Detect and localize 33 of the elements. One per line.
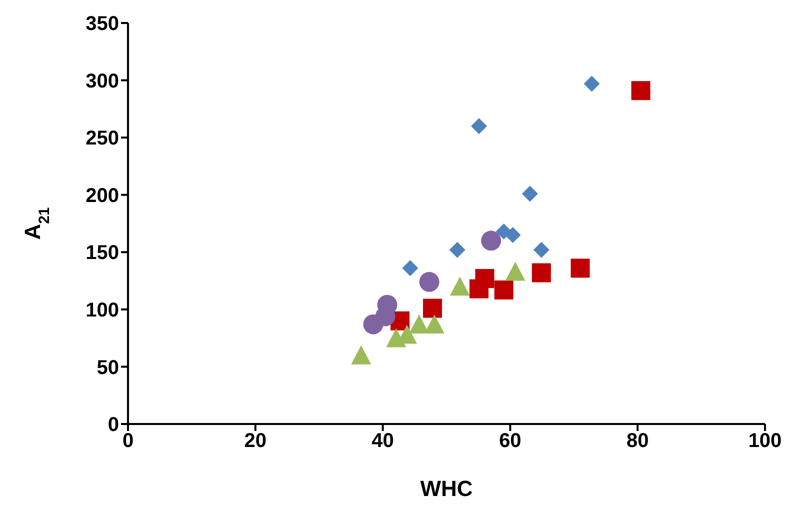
y-tick-label: 200 (86, 184, 119, 207)
point (522, 186, 538, 202)
y-tick-label: 300 (86, 70, 119, 92)
x-tick-label: 100 (748, 430, 782, 452)
point (449, 242, 466, 258)
point (584, 76, 600, 92)
point (532, 263, 551, 282)
point (481, 230, 502, 251)
y-tick-label: 250 (86, 128, 119, 150)
point (475, 268, 494, 288)
y-tick-label: 50 (96, 356, 119, 379)
point (505, 262, 526, 281)
x-tick-label: 0 (122, 430, 134, 452)
point (570, 258, 590, 278)
x-tick-label: 20 (244, 430, 267, 452)
point (504, 226, 521, 243)
y-tick-label: 0 (108, 414, 119, 436)
point (450, 276, 470, 296)
point (631, 81, 650, 100)
point (422, 298, 442, 318)
x-axis-title: WHC (420, 476, 473, 501)
y-tick-label: 100 (86, 300, 119, 322)
y-tick-label: 150 (86, 242, 119, 264)
point (402, 260, 418, 276)
point (470, 118, 487, 134)
y-tick-label: 350 (86, 13, 119, 36)
point (419, 272, 440, 292)
x-tick-label: 80 (626, 430, 649, 452)
point (351, 345, 372, 364)
point (494, 280, 514, 300)
x-tick-label: 40 (372, 430, 394, 452)
x-tick-label: 60 (499, 430, 522, 452)
point (533, 242, 550, 258)
